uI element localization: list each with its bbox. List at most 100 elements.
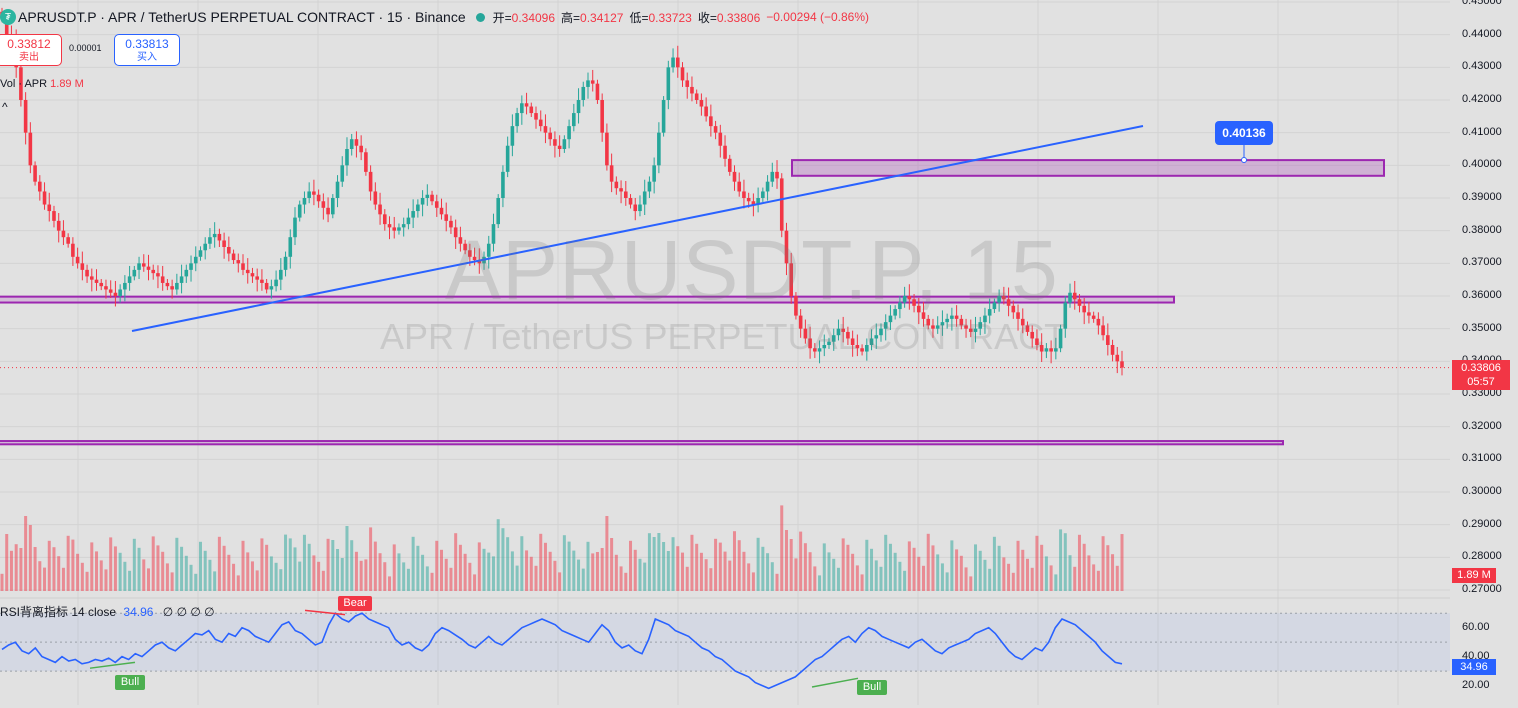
- price-axis-label: 0.41000: [1462, 125, 1502, 138]
- candle-body: [680, 67, 685, 81]
- candle-body: [104, 286, 108, 290]
- volume-bar: [922, 565, 926, 591]
- volume-bar: [558, 572, 562, 591]
- current-price-tag: 0.33806 05:57: [1452, 360, 1510, 390]
- volume-bar: [662, 542, 666, 591]
- candle-body: [184, 269, 189, 277]
- volume-bar: [983, 559, 987, 591]
- candle-body: [449, 220, 453, 228]
- volume-bar: [515, 565, 519, 591]
- volume-bar: [742, 551, 746, 591]
- volume-bar: [1059, 529, 1063, 591]
- volume-bar: [534, 565, 538, 591]
- volume-bar: [525, 550, 529, 591]
- candle-body: [846, 331, 850, 339]
- volume-bar: [118, 552, 122, 591]
- volume-bar: [454, 533, 458, 591]
- resistance-zone: [791, 159, 1385, 177]
- volume-bar: [279, 569, 283, 591]
- volume-bar: [5, 534, 9, 591]
- candle-body: [1096, 318, 1101, 326]
- callout-anchor: [1241, 157, 1247, 163]
- volume-bar: [1007, 563, 1011, 591]
- lower-zone: [0, 440, 1284, 446]
- volume-bar: [24, 516, 28, 591]
- volume-bar: [236, 575, 240, 591]
- candle-body: [439, 207, 444, 215]
- volume-bar: [246, 552, 250, 591]
- candle-body: [661, 100, 666, 133]
- price-axis-label: 0.28000: [1462, 550, 1502, 563]
- candle-body: [619, 188, 623, 192]
- volume-bar: [1111, 554, 1115, 591]
- volume-bar: [832, 558, 836, 591]
- buy-label: 买入: [137, 52, 157, 63]
- volume-bar: [1106, 545, 1110, 591]
- price-axis-label: 0.35000: [1462, 321, 1502, 334]
- volume-bar: [1092, 564, 1096, 591]
- candle-body: [85, 269, 89, 277]
- volume-bar: [161, 551, 165, 591]
- candle-body: [486, 243, 491, 257]
- volume-bar: [1120, 534, 1124, 591]
- volume-bar: [614, 554, 618, 591]
- candle-body: [964, 325, 968, 329]
- price-callout[interactable]: 0.40136: [1215, 121, 1273, 145]
- volume-bar: [369, 527, 373, 591]
- candle-body: [865, 345, 869, 352]
- candle-body: [954, 315, 959, 319]
- ohlc-close: 收=0.33806: [697, 10, 761, 25]
- volume-bar: [553, 560, 557, 591]
- candle-body: [307, 191, 311, 198]
- volume-bar: [137, 547, 141, 591]
- volume-bar: [1002, 557, 1006, 591]
- volume-bar: [255, 570, 259, 591]
- candle-body: [803, 328, 808, 339]
- candle-body: [515, 113, 519, 127]
- rsi-indicator-legend[interactable]: RSI背离指标 14 close 34.96 ∅ ∅ ∅ ∅: [0, 603, 215, 620]
- candle-body: [855, 345, 860, 349]
- volume-bar: [406, 568, 410, 591]
- candle-body: [638, 204, 642, 212]
- candle-body: [75, 256, 80, 264]
- candle-body: [420, 198, 425, 205]
- symbol-title[interactable]: APRUSDT.P · APR / TetherUS PERPETUAL CON…: [18, 9, 466, 25]
- volume-bar: [307, 543, 311, 591]
- volume-bar: [510, 551, 514, 591]
- candle-body: [368, 171, 373, 192]
- candle-body: [789, 263, 793, 296]
- candle-body: [28, 132, 33, 166]
- volume-bar: [884, 534, 888, 591]
- volume-bar: [1049, 565, 1053, 591]
- volume-bar: [652, 537, 656, 591]
- buy-button[interactable]: 0.33813 买入: [114, 34, 180, 66]
- candle-body: [1082, 305, 1086, 313]
- collapse-chevron-icon[interactable]: ^: [2, 100, 8, 114]
- volume-bar: [567, 541, 571, 591]
- volume-bar: [548, 551, 552, 591]
- candle-body: [779, 178, 784, 231]
- price-axis-label: 0.32000: [1462, 419, 1502, 432]
- candle-body: [548, 132, 552, 140]
- candle-body: [434, 201, 439, 208]
- candle-body: [33, 165, 37, 182]
- volume-bar: [756, 537, 760, 591]
- volume-bar: [439, 549, 443, 591]
- volume-bar: [766, 553, 770, 591]
- volume-indicator-value: 1.89 M: [50, 78, 84, 90]
- candle-body: [572, 113, 576, 127]
- volume-bar: [737, 540, 741, 591]
- volume-bar: [397, 553, 401, 591]
- candle-body: [562, 139, 567, 149]
- candle-body: [264, 282, 269, 290]
- volume-bar: [151, 536, 155, 591]
- bear-divergence-line: [304, 609, 346, 616]
- sell-button[interactable]: 0.33812 卖出: [0, 34, 62, 66]
- volume-bar: [487, 552, 491, 591]
- candle-body: [983, 315, 987, 323]
- volume-bar: [76, 553, 80, 591]
- volume-indicator-legend[interactable]: Vol · APR 1.89 M: [0, 78, 84, 90]
- candle-body: [978, 322, 983, 329]
- volume-bar: [629, 540, 633, 591]
